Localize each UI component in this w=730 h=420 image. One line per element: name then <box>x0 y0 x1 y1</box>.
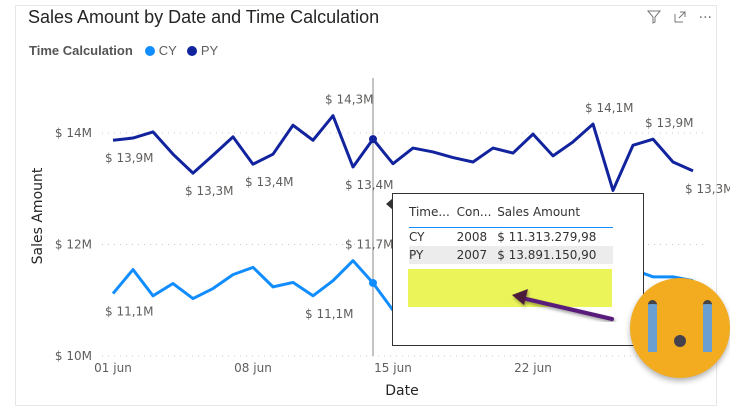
tooltip-cell: 2007 <box>456 246 498 264</box>
tooltip-cell: $ 11.313.279,98 <box>497 230 597 244</box>
data-label: $ 13,4M <box>345 178 394 192</box>
tooltip-cell: $ 13.891.150,90 <box>497 246 613 264</box>
crying-face-emoji-icon <box>630 278 730 378</box>
legend-title: Time Calculation <box>29 43 133 58</box>
x-axis-title: Date <box>385 383 418 399</box>
tear-icon <box>648 300 657 352</box>
legend: Time Calculation CY PY <box>29 43 218 58</box>
data-label: $ 13,9M <box>105 151 154 165</box>
tooltip-caret <box>386 198 393 210</box>
data-label: $ 13,3M <box>685 182 730 196</box>
tooltip-cell: PY <box>409 246 457 264</box>
tooltip-header: Con... <box>456 202 498 228</box>
data-label: $ 14,3M <box>325 93 374 107</box>
tooltip-row: PY 2007 $ 13.891.150,90 <box>409 246 613 264</box>
legend-item-cy[interactable]: CY <box>158 43 177 58</box>
tooltip-header: Sales Amount <box>497 202 613 228</box>
tear-icon <box>703 300 712 352</box>
highlight-box <box>408 269 612 307</box>
x-tick-label: 22 jun <box>514 361 552 375</box>
data-label: $ 14,1M <box>585 101 634 115</box>
x-tick-label: 08 jun <box>234 361 272 375</box>
data-label: $ 11,7M <box>345 238 394 252</box>
more-options-icon[interactable]: ··· <box>698 10 712 26</box>
y-axis-title: Sales Amount <box>30 167 46 264</box>
data-label: $ 11,1M <box>305 307 354 321</box>
focus-mode-icon[interactable] <box>673 10 687 28</box>
data-point-cy <box>369 278 377 287</box>
tooltip-row: CY 2008 $ 11.313.279,98 <box>409 228 613 247</box>
y-tick-label: $ 10M <box>55 349 92 363</box>
tooltip-header: Time... <box>409 202 457 228</box>
tooltip-cell: 2008 <box>456 230 488 244</box>
data-point-py <box>369 135 377 144</box>
x-tick-label: 15 jun <box>374 361 412 375</box>
data-label: $ 11,1M <box>105 305 154 319</box>
filter-icon[interactable] <box>646 10 661 28</box>
legend-cy-marker <box>144 45 155 56</box>
y-tick-label: $ 12M <box>55 238 92 252</box>
data-label: $ 13,3M <box>185 184 234 198</box>
visual-header-icons: ··· <box>646 10 712 28</box>
data-label: $ 13,9M <box>645 116 694 130</box>
series-line-py <box>112 114 694 192</box>
x-tick-label: 01 jun <box>94 361 132 375</box>
mouth-icon <box>674 335 686 347</box>
chart-title: Sales Amount by Date and Time Calculatio… <box>28 7 380 27</box>
tooltip: Time... Con... Sales Amount CY 2008 $ 11.313… <box>386 193 644 346</box>
legend-item-py[interactable]: PY <box>200 43 219 58</box>
data-label: $ 13,4M <box>245 175 294 189</box>
legend-py-marker <box>186 45 197 56</box>
y-tick-label: $ 14M <box>55 126 92 140</box>
tooltip-table: Time... Con... Sales Amount CY 2008 $ 11.313… <box>409 202 613 264</box>
tooltip-cell: CY <box>409 230 425 244</box>
